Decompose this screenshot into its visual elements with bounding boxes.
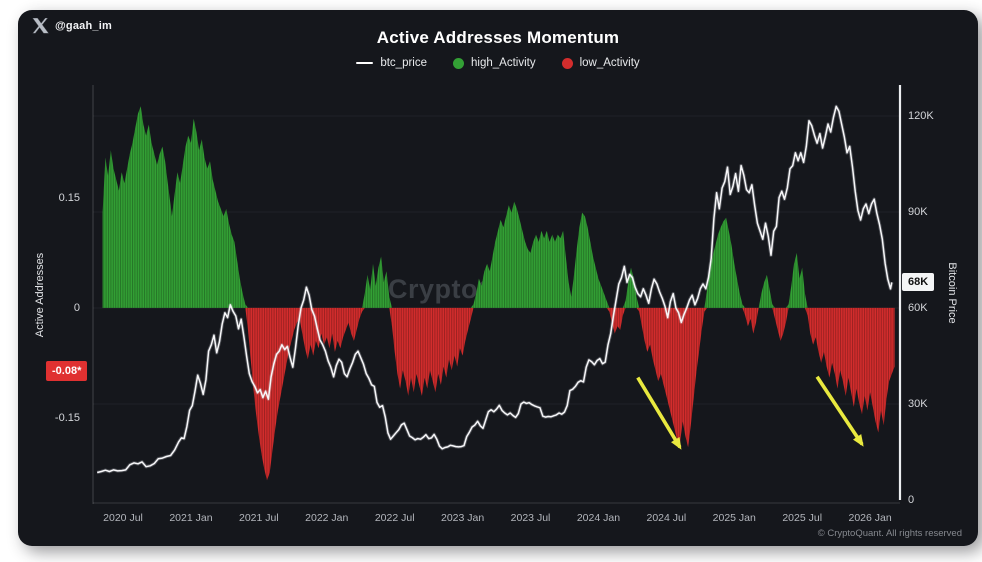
legend-item-high-activity: high_Activity bbox=[453, 57, 536, 69]
btc-price-line-swatch-icon bbox=[356, 61, 374, 65]
copyright-text: © CryptoQuant. All rights reserved bbox=[817, 528, 962, 539]
low-activity-dot-icon bbox=[561, 57, 573, 69]
right-axis-title: Bitcoin Price bbox=[946, 262, 958, 324]
latest-price-badge: 68K bbox=[902, 273, 935, 292]
left-axis-title: Active Addresses bbox=[34, 252, 46, 338]
legend-label-low-activity: low_Activity bbox=[579, 57, 640, 69]
legend-label-btc-price: btc_price bbox=[380, 57, 428, 69]
x-logo-icon bbox=[32, 18, 49, 34]
author-brand: @gaah_im bbox=[32, 18, 112, 34]
legend-item-btc-price: btc_price bbox=[356, 57, 427, 69]
high-activity-dot-icon bbox=[453, 57, 465, 69]
account-handle: @gaah_im bbox=[55, 20, 112, 32]
chart-title: Active Addresses Momentum bbox=[376, 28, 620, 47]
latest-momentum-badge: -0.08* bbox=[46, 360, 88, 381]
legend-label-high-activity: high_Activity bbox=[471, 57, 536, 69]
chart-legend: btc_price high_Activity low_Activity bbox=[18, 57, 978, 69]
legend-item-low-activity: low_Activity bbox=[561, 57, 640, 69]
